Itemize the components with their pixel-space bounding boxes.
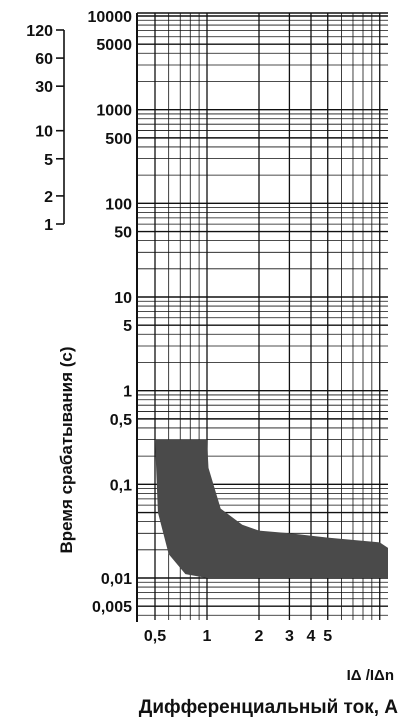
minutes-scale-label: 10 (35, 124, 53, 141)
y-tick-label: 5 (123, 318, 132, 335)
x-tick-label: 4 (307, 628, 316, 645)
x-axis-label: Дифференциальный ток, А (139, 697, 398, 718)
x-tick-label: 2 (255, 628, 264, 645)
plot-frame (136, 12, 388, 622)
trip-time-band (155, 439, 388, 578)
y-tick-label: 5000 (96, 37, 132, 54)
y-axis-label: Время срабатывания (с) (57, 346, 76, 553)
y-tick-label: 500 (105, 131, 132, 148)
y-tick-label: 10 (114, 290, 132, 307)
minutes-scale-label: 60 (35, 51, 53, 68)
y-tick-label: 0,1 (110, 477, 132, 494)
y-tick-label: 1 (123, 384, 132, 401)
x-tick-label: 5 (323, 628, 332, 645)
y-tick-label: 0,005 (92, 599, 132, 616)
y-tick-label: 1000 (96, 103, 132, 120)
x-tick-label: 0,5 (144, 628, 166, 645)
y-tick-label: 50 (114, 225, 132, 242)
minutes-scale-label: 30 (35, 79, 53, 96)
y-tick-label: 0,5 (110, 412, 132, 429)
y-tick-labels: 10000 5000 1000 500 100 50 10 5 1 0,5 0,1 0,01 0,005 (88, 9, 133, 616)
x-tick-labels: 0,5 1 2 3 4 5 (144, 628, 332, 645)
y-tick-label: 0,01 (101, 571, 132, 588)
minutes-scale-label: 1 (44, 217, 53, 234)
y-tick-label: 10000 (88, 9, 133, 26)
x-unit-label: IΔ /IΔn (347, 667, 394, 684)
minutes-scale-label: 120 (26, 23, 53, 40)
x-tick-label: 3 (285, 628, 294, 645)
x-tick-label: 1 (203, 628, 212, 645)
minutes-scale: 120 60 30 10 5 2 1 (26, 23, 65, 234)
minutes-scale-label: 2 (44, 189, 53, 206)
minutes-scale-label: 5 (44, 152, 53, 169)
y-tick-label: 100 (105, 196, 132, 213)
